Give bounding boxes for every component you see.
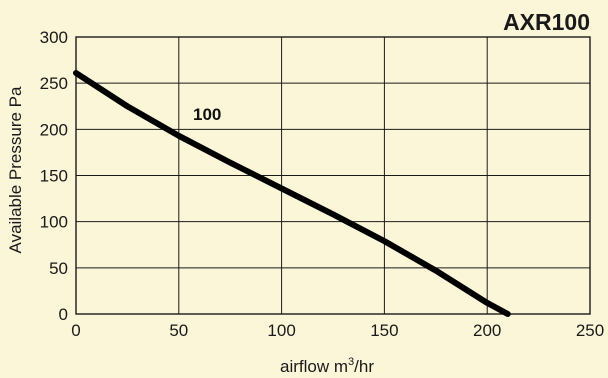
grid bbox=[75, 36, 591, 315]
x-axis-title-main: airflow m bbox=[280, 357, 348, 376]
series-label: 100 bbox=[193, 105, 221, 124]
plot-frame bbox=[75, 36, 591, 315]
x-axis-title: airflow m3/hr bbox=[280, 356, 374, 376]
x-axis-title-suffix: /hr bbox=[354, 357, 374, 376]
y-tick-label: 150 bbox=[40, 167, 68, 186]
y-tick-label: 0 bbox=[59, 305, 68, 324]
tick-labels: 0 50 100 150 200 250 0 50 100 150 200 250 300 bbox=[40, 28, 605, 340]
y-tick-label: 100 bbox=[40, 213, 68, 232]
y-axis-title: Available Pressure Pa bbox=[6, 86, 25, 253]
x-tick-label: 50 bbox=[169, 321, 188, 340]
x-tick-label: 150 bbox=[370, 321, 398, 340]
series-line-100 bbox=[73, 70, 511, 317]
x-tick-label: 0 bbox=[71, 321, 80, 340]
x-tick-label: 200 bbox=[473, 321, 501, 340]
y-tick-label: 50 bbox=[49, 259, 68, 278]
chart-title: AXR100 bbox=[503, 9, 590, 35]
series-layer bbox=[73, 70, 511, 317]
y-tick-label: 250 bbox=[40, 74, 68, 93]
y-tick-label: 300 bbox=[40, 28, 68, 47]
x-axis-title-sup: 3 bbox=[348, 356, 354, 368]
x-tick-label: 100 bbox=[267, 321, 295, 340]
y-tick-label: 200 bbox=[40, 120, 68, 139]
x-tick-label: 250 bbox=[576, 321, 604, 340]
